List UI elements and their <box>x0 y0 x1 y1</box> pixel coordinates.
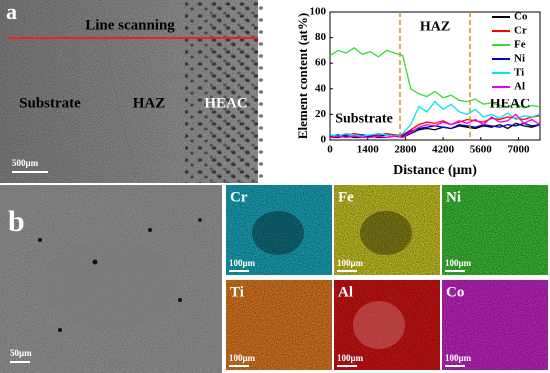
region-annotation: HEAC <box>490 96 530 111</box>
x-tick-label: 4200 <box>432 144 455 156</box>
scale-label: 50μm <box>10 348 32 358</box>
map-label: Co <box>446 284 464 300</box>
map-region <box>252 211 304 255</box>
x-tick-label: 1400 <box>357 144 380 156</box>
map-label: Al <box>338 284 353 300</box>
map-region <box>353 301 405 349</box>
region-label: HAZ <box>133 95 166 111</box>
panel-label: b <box>8 205 25 238</box>
region-label: Substrate <box>19 95 81 111</box>
data-line <box>329 113 541 139</box>
legend-box <box>490 13 537 99</box>
map-label: Fe <box>338 189 354 205</box>
map-grain <box>442 185 548 275</box>
y-tick-label: 20 <box>315 108 327 120</box>
map-grain <box>226 280 332 370</box>
eds-maps: Cr 100μm Fe 100μm Ni 100μm Ti 100μm Al 100μm Co 100… <box>226 185 548 370</box>
map-grain <box>334 280 440 370</box>
map-label: Cr <box>230 189 248 205</box>
map-label: Ti <box>230 284 244 300</box>
legend-label: Cr <box>514 25 527 37</box>
micrograph-b <box>0 185 222 373</box>
region-annotation: Substrate <box>335 112 393 127</box>
panel-label: a <box>6 0 17 24</box>
map-label: Ni <box>446 189 461 205</box>
y-axis-title: Element content (at%) <box>295 13 310 139</box>
legend-label: Al <box>514 81 525 93</box>
x-tick-label: 0 <box>327 144 333 156</box>
line-chart: Distance (μm) Element content (at%) 0 140… <box>295 6 541 178</box>
map-scale: 100μm <box>445 258 472 268</box>
region-annotation: HAZ <box>420 20 450 35</box>
legend-label: Ti <box>514 67 524 79</box>
y-tick-label: 40 <box>315 82 327 94</box>
y-tick-label: 100 <box>310 6 327 18</box>
map-grain <box>442 280 548 370</box>
data-line <box>329 100 541 137</box>
scale-label: 500μm <box>12 158 39 168</box>
legend-label: Ni <box>514 53 525 65</box>
map-scale: 100μm <box>229 258 256 268</box>
x-tick-label: 2800 <box>394 144 417 156</box>
caption: Line scanning <box>85 17 175 33</box>
map-grain <box>226 185 332 275</box>
map-scale: 100μm <box>445 353 472 363</box>
x-tick-label: 7000 <box>507 144 530 156</box>
legend-label: Fe <box>514 39 526 51</box>
map-scale: 100μm <box>337 258 364 268</box>
data-line <box>329 47 541 109</box>
y-tick-label: 0 <box>321 134 327 146</box>
map-scale: 100μm <box>337 353 364 363</box>
y-tick-label: 60 <box>315 57 327 69</box>
x-axis-title: Distance (μm) <box>393 163 477 178</box>
map-region <box>360 211 412 255</box>
x-tick-label: 5600 <box>470 144 493 156</box>
micrograph-a <box>0 0 263 187</box>
y-tick-label: 80 <box>315 31 327 43</box>
map-scale: 100μm <box>229 353 256 363</box>
map-grain <box>334 185 440 275</box>
region-label: HEAC <box>204 95 247 111</box>
legend-label: Co <box>514 11 528 23</box>
